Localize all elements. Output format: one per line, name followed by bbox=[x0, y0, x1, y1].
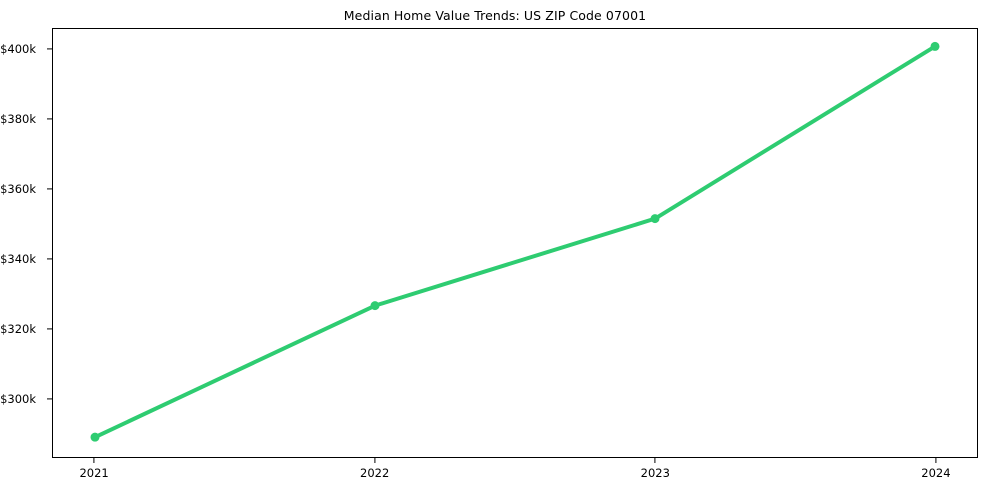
data-point-marker bbox=[650, 214, 660, 224]
y-tick-mark bbox=[47, 118, 52, 120]
y-tick-label: $400k bbox=[0, 41, 36, 56]
x-tick-mark bbox=[935, 458, 937, 463]
y-tick-mark bbox=[47, 328, 52, 330]
data-point-marker bbox=[930, 41, 940, 51]
x-tick-label: 2024 bbox=[921, 466, 951, 480]
y-tick-label: $360k bbox=[0, 181, 36, 196]
x-tick-mark bbox=[374, 458, 376, 463]
y-tick-label: $340k bbox=[0, 251, 36, 266]
chart-title: Median Home Value Trends: US ZIP Code 07… bbox=[343, 8, 647, 23]
y-tick-label: $320k bbox=[0, 321, 36, 336]
x-tick-mark bbox=[654, 458, 656, 463]
line-series-svg bbox=[90, 41, 940, 442]
y-tick-mark bbox=[47, 397, 52, 400]
y-tick-label: $380k bbox=[0, 111, 36, 126]
y-tick-mark bbox=[47, 258, 52, 260]
data-point-marker bbox=[90, 432, 100, 442]
y-tick-mark bbox=[47, 48, 52, 50]
x-tick-label: 2023 bbox=[640, 466, 670, 480]
x-tick-label: 2021 bbox=[79, 466, 109, 480]
y-tick-mark bbox=[47, 188, 52, 190]
data-point-marker bbox=[370, 301, 380, 311]
x-tick-mark bbox=[93, 458, 95, 463]
x-tick-label: 2022 bbox=[360, 466, 390, 480]
y-tick-label: $300k bbox=[0, 391, 36, 406]
plot-area bbox=[52, 28, 978, 458]
series-line bbox=[93, 44, 937, 440]
